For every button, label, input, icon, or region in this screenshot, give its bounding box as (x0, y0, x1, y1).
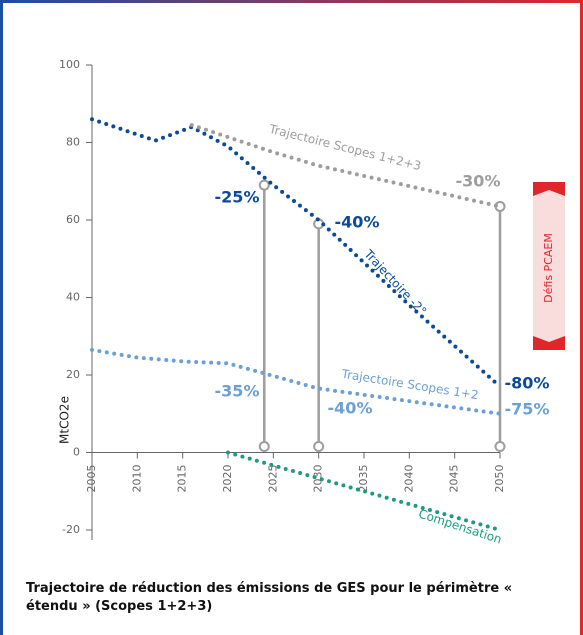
frame-left (0, 0, 3, 635)
pcaem-band (533, 182, 565, 350)
annotation: -75% (505, 400, 550, 419)
annotation: -35% (215, 382, 260, 401)
series-line (90, 117, 502, 389)
y-tick-label: 0 (73, 446, 80, 459)
x-tick-label: 2030 (312, 465, 325, 493)
y-tick-label: 100 (59, 58, 80, 71)
frame-top (0, 0, 583, 3)
x-tick-label: 2050 (493, 465, 506, 493)
annotation: -30% (456, 172, 501, 191)
series-label: Trajectoire Scopes 1+2 (340, 367, 480, 403)
x-tick-label: 2035 (357, 465, 370, 493)
annotation: -80% (505, 374, 550, 393)
x-tick-label: 2010 (130, 465, 143, 493)
y-tick-label: 60 (66, 213, 80, 226)
caption: Trajectoire de réduction des émissions d… (26, 581, 513, 614)
y-tick-label: -20 (62, 523, 80, 536)
milestone-bottom (258, 441, 270, 452)
band-label: Défis PCAEM (542, 233, 555, 303)
series-label: Trajectoire -2° (361, 246, 429, 318)
annotation: -25% (215, 188, 260, 207)
annotation: -40% (335, 213, 380, 232)
y-tick-label: 40 (66, 291, 80, 304)
x-tick-label: 2005 (85, 465, 98, 493)
x-tick-label: 2045 (448, 465, 461, 493)
series-label: Trajectoire Scopes 1+2+3 (267, 122, 423, 174)
series-line (189, 123, 502, 209)
x-tick-label: 2040 (402, 465, 415, 493)
y-axis-label: MtCO2e (58, 396, 72, 444)
x-tick-label: 2020 (221, 465, 234, 493)
annotation: -40% (328, 399, 373, 418)
series-label: Compensation (417, 506, 504, 546)
series-line (90, 347, 502, 416)
band-arrow-bottom (533, 336, 565, 350)
x-tick-label: 2025 (266, 465, 279, 493)
milestone-bottom (494, 441, 506, 452)
frame-right (580, 0, 583, 635)
band-arrow-top (533, 182, 565, 196)
milestone-bottom (313, 441, 325, 452)
series-line (226, 450, 502, 532)
x-tick-label: 2015 (176, 465, 189, 493)
y-tick-label: 80 (66, 136, 80, 149)
y-tick-label: 20 (66, 368, 80, 381)
milestone-top (258, 179, 270, 191)
